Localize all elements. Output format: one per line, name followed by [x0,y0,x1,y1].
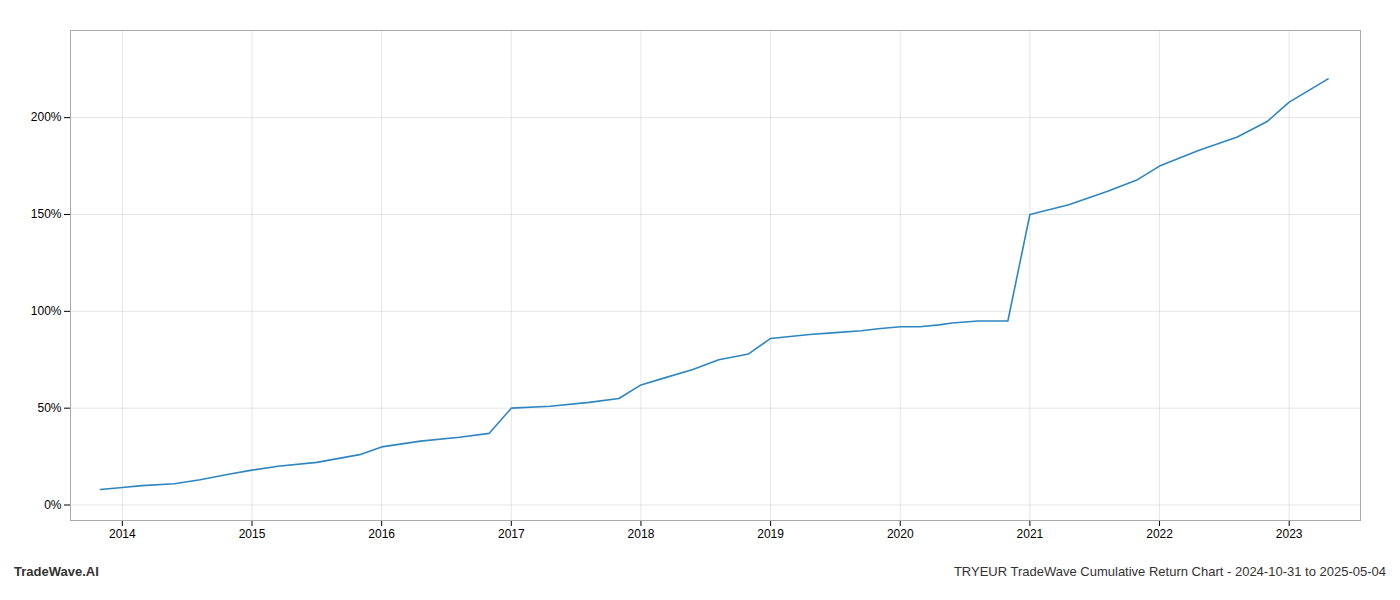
svg-text:2022: 2022 [1146,527,1173,541]
html-text:TRYEUR TradeWave Cumulative Re: TRYEUR TradeWave Cumulative Return Chart… [953,564,1386,579]
svg-text:50%: 50% [37,401,61,415]
svg-text:2020: 2020 [887,527,914,541]
svg-text:0%: 0% [44,498,62,512]
svg-text:2018: 2018 [628,527,655,541]
html-text:TradeWave.AI: TradeWave.AI [14,564,99,579]
svg-text:2021: 2021 [1017,527,1044,541]
svg-text:2016: 2016 [368,527,395,541]
svg-text:150%: 150% [31,207,62,221]
svg-text:2019: 2019 [757,527,784,541]
svg-text:2014: 2014 [109,527,136,541]
svg-text:200%: 200% [31,110,62,124]
svg-text:2017: 2017 [498,527,525,541]
svg-text:100%: 100% [31,304,62,318]
svg-text:2023: 2023 [1276,527,1303,541]
svg-text:2015: 2015 [239,527,266,541]
